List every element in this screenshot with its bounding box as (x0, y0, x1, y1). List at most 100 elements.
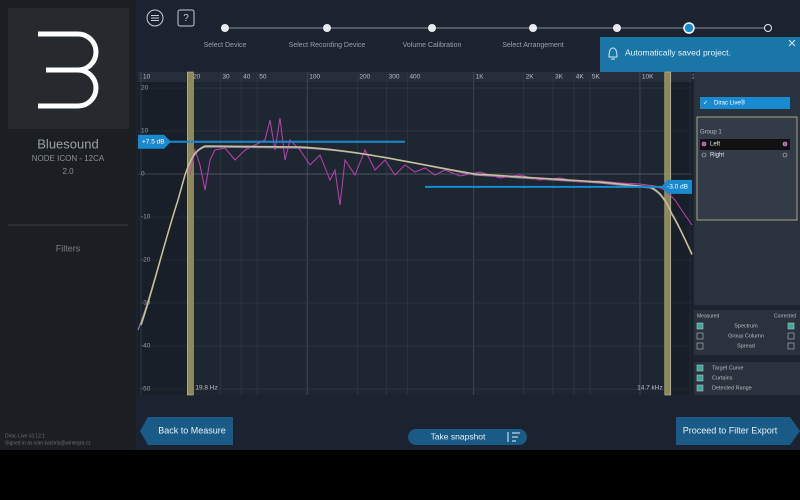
notification-text: Automatically saved project. (625, 47, 731, 57)
checkbox[interactable] (696, 322, 704, 330)
checkbox[interactable] (696, 364, 704, 372)
channel-label[interactable]: Right (710, 153, 724, 159)
x-tick-label: 5K (592, 74, 601, 81)
y-tick-label: -40 (141, 343, 151, 350)
curtain-shade (138, 82, 191, 395)
x-axis-band (138, 72, 692, 82)
x-tick-label: 40 (243, 74, 251, 81)
measured-curve (189, 117, 693, 226)
help-button[interactable] (177, 9, 195, 27)
app-version: Dirac Live v3.12.1 (5, 433, 45, 439)
option-label: Group Column (728, 333, 764, 339)
signed-in: Signed in as ivan.kachris@wintegra.cz (5, 440, 91, 446)
channel-dot-right (782, 152, 788, 158)
checkbox[interactable] (787, 332, 795, 340)
graph-area (138, 72, 692, 395)
step-label: Volume Calibration (403, 42, 462, 49)
x-tick-label: 30 (222, 74, 230, 81)
target-level-handle[interactable] (138, 134, 171, 149)
overlay-label: Curtains (712, 375, 733, 381)
back-button-label: Back to Measure (158, 425, 226, 435)
y-tick-label: -30 (141, 300, 151, 307)
y-tick-label: 0 (141, 171, 145, 178)
y-tick-label: 10 (141, 128, 149, 135)
notification (600, 37, 800, 72)
y-tick-label: -10 (141, 214, 151, 221)
proceed-button[interactable] (676, 417, 800, 445)
help-icon: ? (183, 13, 189, 24)
checkbox[interactable] (787, 342, 795, 350)
curtain-shade (667, 82, 692, 395)
checkbox[interactable] (696, 374, 704, 382)
step-dot[interactable] (323, 24, 331, 32)
step-label: Select Arrangement (502, 42, 564, 49)
display-options-panel (694, 310, 800, 355)
step-dot[interactable] (221, 24, 229, 32)
corrected-header: Corrected (774, 313, 796, 319)
step-dot[interactable] (683, 22, 695, 34)
step-label: Select Device (204, 42, 247, 49)
x-tick-label: 400 (409, 74, 420, 81)
overlay-label: Detected Range (712, 385, 752, 391)
checkbox[interactable] (787, 322, 795, 330)
brand-name: Bluesound (37, 136, 98, 151)
channel-dot-right (782, 141, 788, 147)
product-row[interactable] (700, 97, 790, 109)
snapshot-label: Take snapshot (431, 431, 486, 441)
snapshot-list-icon[interactable] (507, 432, 520, 442)
x-tick-label: 4K (576, 74, 585, 81)
channel-dot (701, 141, 707, 147)
x-tick-label: 100 (309, 74, 320, 81)
measured-header: Measured (697, 313, 719, 319)
target-level-handle[interactable] (661, 179, 692, 194)
channel-dot (701, 152, 707, 158)
section-label[interactable]: Filters (56, 243, 81, 253)
device-model: NODE ICON - 12CA (32, 154, 105, 163)
x-tick-label: 3K (555, 74, 564, 81)
target-level-label: -3.0 dB (667, 184, 688, 191)
back-button[interactable] (140, 417, 233, 445)
step-dot[interactable] (428, 24, 436, 32)
bell-icon (608, 47, 618, 60)
option-label: Spectrum (734, 323, 758, 329)
overlay-label: Target Curve (712, 365, 744, 371)
x-tick-label: 200 (359, 74, 370, 81)
curtain[interactable] (187, 71, 194, 396)
menu-button[interactable] (146, 9, 164, 27)
menu-icon (151, 15, 159, 21)
x-tick-label: 50 (259, 74, 267, 81)
bottom-band (0, 450, 800, 500)
notification-close[interactable] (788, 39, 796, 47)
check-icon: ✓ (703, 101, 708, 107)
curtain[interactable] (664, 71, 672, 396)
selected-channel-row[interactable] (700, 139, 790, 150)
x-tick-label: 10 (143, 74, 151, 81)
step-label: Select Recording Device (289, 42, 366, 49)
channel-label[interactable]: Left (710, 142, 720, 148)
y-tick-label: 20 (141, 85, 149, 92)
checkbox[interactable] (696, 342, 704, 350)
step-dot[interactable] (613, 24, 621, 32)
curtain-label: 14.7 kHz (637, 385, 663, 392)
step-dot[interactable] (529, 24, 537, 32)
x-tick-label: 2K (526, 74, 535, 81)
y-tick-label: -20 (141, 257, 151, 264)
x-tick-label: 20 (193, 74, 201, 81)
device-version: 2.0 (62, 167, 74, 176)
step-dot-inner (765, 25, 771, 31)
product-name: Dirac Live® (714, 100, 746, 107)
snapshot-button[interactable] (408, 429, 527, 445)
checkbox[interactable] (696, 332, 704, 340)
curtain-label: 19.8 Hz (195, 385, 217, 392)
group-box (696, 116, 798, 221)
target-level-label: +7.5 dB (142, 138, 165, 145)
x-tick-label: 300 (389, 74, 400, 81)
x-tick-label: 10K (642, 74, 654, 81)
group-name: Group 1 (700, 130, 722, 136)
option-label: Spread (737, 343, 755, 349)
target-curve (140, 145, 693, 326)
checkbox[interactable] (696, 384, 704, 392)
y-tick-label: -50 (141, 386, 151, 393)
x-tick-label: 1K (476, 74, 485, 81)
